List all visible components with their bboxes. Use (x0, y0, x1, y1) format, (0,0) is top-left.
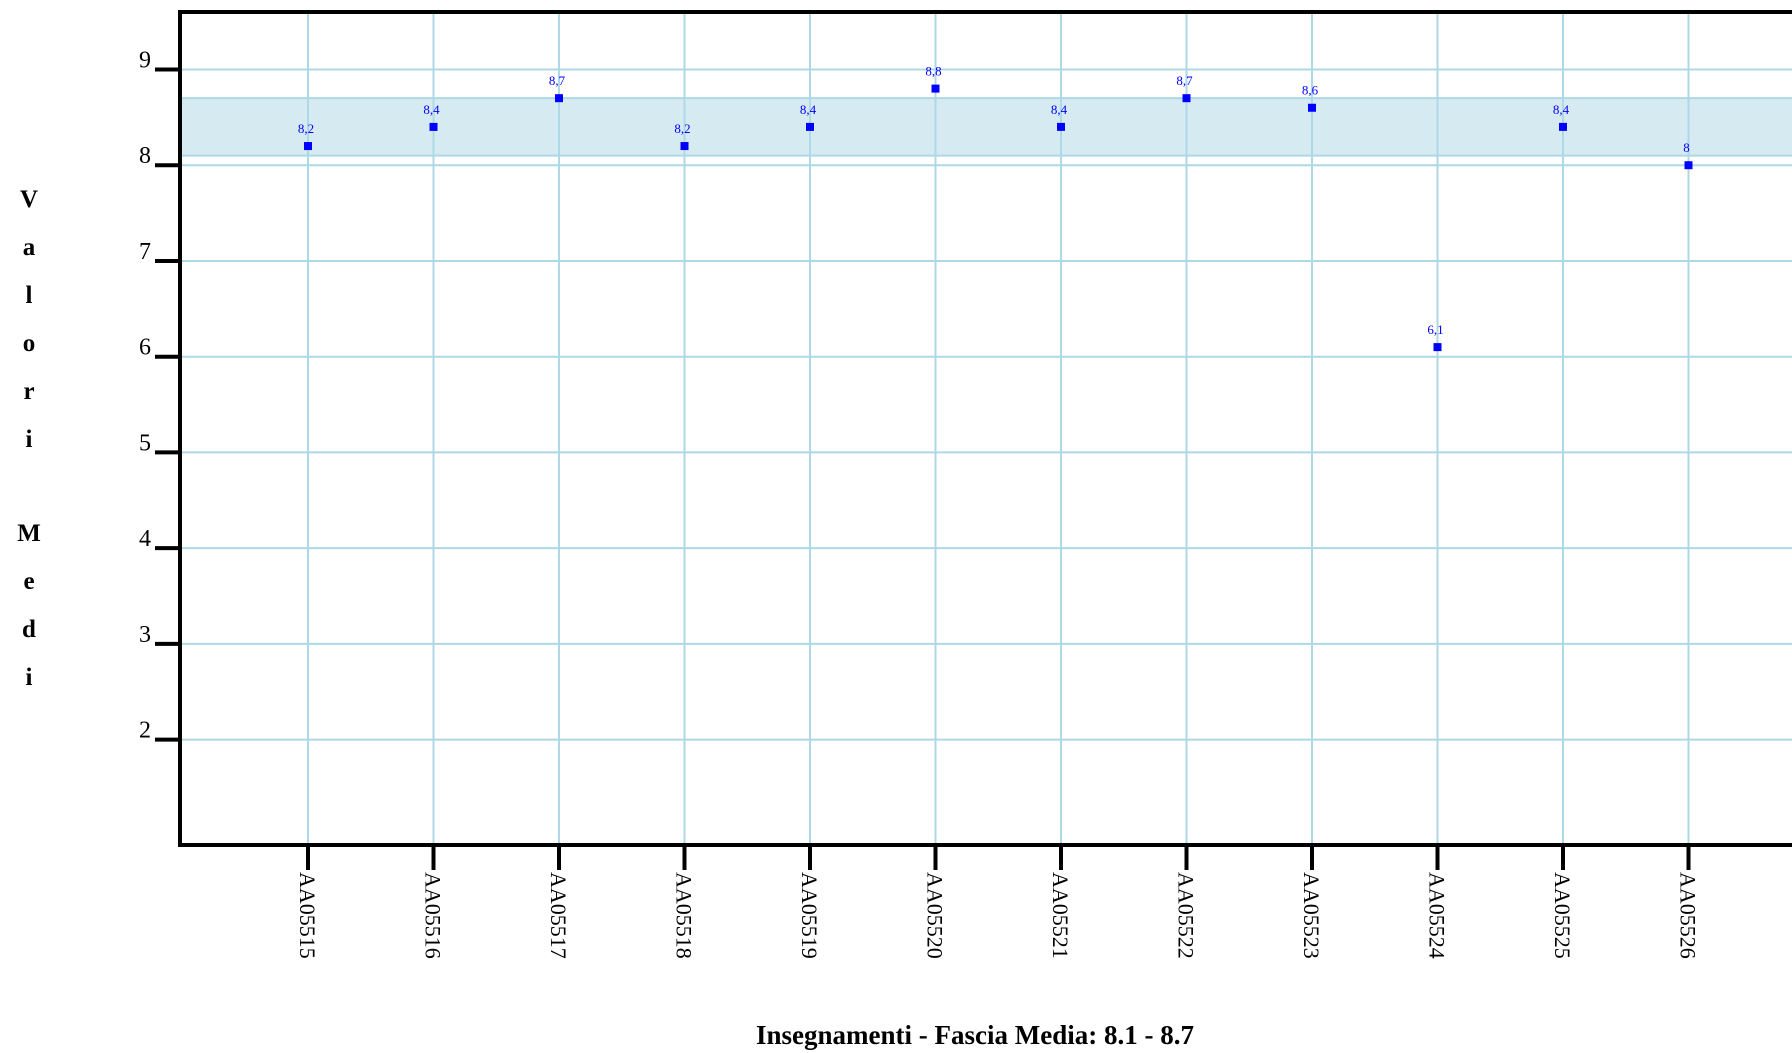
data-point (429, 122, 438, 131)
data-label: 8,4 (1051, 102, 1068, 117)
y-axis-title-letter: r (23, 378, 34, 405)
y-axis-title-letter: d (22, 616, 36, 643)
x-tick-label: AA05522 (1174, 872, 1199, 959)
x-tick-label: AA05523 (1299, 872, 1324, 959)
data-point (1308, 103, 1316, 112)
x-tick-label: AA05525 (1550, 872, 1575, 959)
average-band-layer (180, 97, 1792, 157)
y-tick-label: 2 (139, 718, 151, 744)
y-axis-title-letter: o (23, 330, 36, 357)
data-point (304, 142, 312, 151)
data-label: 8,4 (423, 102, 440, 117)
grid-layer (180, 12, 1792, 845)
y-tick-label: 6 (139, 335, 151, 361)
y-axis-title-letter: a (23, 234, 36, 261)
data-label: 8,2 (674, 121, 690, 136)
x-tick-label: AA05517 (546, 872, 571, 959)
y-axis-title-letter: i (26, 664, 33, 691)
data-point (680, 142, 689, 151)
y-axis-title-letter: i (26, 426, 33, 453)
x-tick-label: AA05519 (797, 872, 822, 959)
x-tick-label: AA05526 (1676, 872, 1701, 959)
y-axis-title-letter: e (23, 568, 34, 595)
data-label: 8,7 (1176, 73, 1193, 88)
y-tick-label: 4 (139, 526, 151, 552)
x-tick-label: AA05521 (1048, 872, 1073, 959)
y-ticks-layer: 2 3 4 5 6 7 8 9 (139, 47, 180, 744)
data-label: 8,8 (925, 64, 941, 79)
y-axis-title-letter: l (26, 282, 33, 309)
data-label: 8 (1683, 140, 1690, 155)
y-tick-label: 7 (139, 239, 151, 265)
data-point (1559, 122, 1567, 131)
data-point (1057, 122, 1065, 131)
x-axis-title: Insegnamenti - Fascia Media: 8.1 - 8.7 (756, 1020, 1194, 1050)
data-point (806, 122, 814, 131)
data-point (1182, 94, 1191, 103)
y-tick-label: 9 (139, 47, 151, 73)
x-tick-label: AA05516 (421, 872, 446, 959)
data-label: 8,4 (1553, 102, 1570, 117)
data-point (931, 84, 940, 93)
x-tick-label: AA05518 (672, 872, 697, 959)
data-point (555, 94, 563, 103)
data-label: 8,7 (549, 73, 566, 88)
y-tick-label: 3 (139, 622, 151, 648)
x-tick-label: AA05515 (295, 872, 320, 959)
points-layer: 8,2 8,4 8,7 8,2 8,4 8,8 8,4 8,7 8,6 6,1 8,4 8 (298, 64, 1693, 352)
x-tick-label: AA05520 (923, 872, 948, 959)
data-point (1684, 161, 1693, 170)
y-axis-title-letter: M (17, 520, 41, 547)
average-band (180, 98, 1792, 156)
data-label: 8,6 (1302, 83, 1319, 98)
x-tick-label: AA05524 (1425, 872, 1450, 959)
y-tick-label: 5 (139, 430, 151, 456)
data-label: 8,2 (298, 121, 314, 136)
y-axis-title-letter: V (20, 186, 38, 213)
data-label: 8,4 (800, 102, 817, 117)
x-ticks-layer: AA05515 AA05516 AA05517 AA05518 AA05519 AA055… (295, 845, 1701, 959)
axes-layer (178, 10, 1792, 847)
data-point (1433, 343, 1442, 352)
data-label: 6,1 (1427, 322, 1443, 337)
y-tick-label: 8 (139, 143, 151, 169)
